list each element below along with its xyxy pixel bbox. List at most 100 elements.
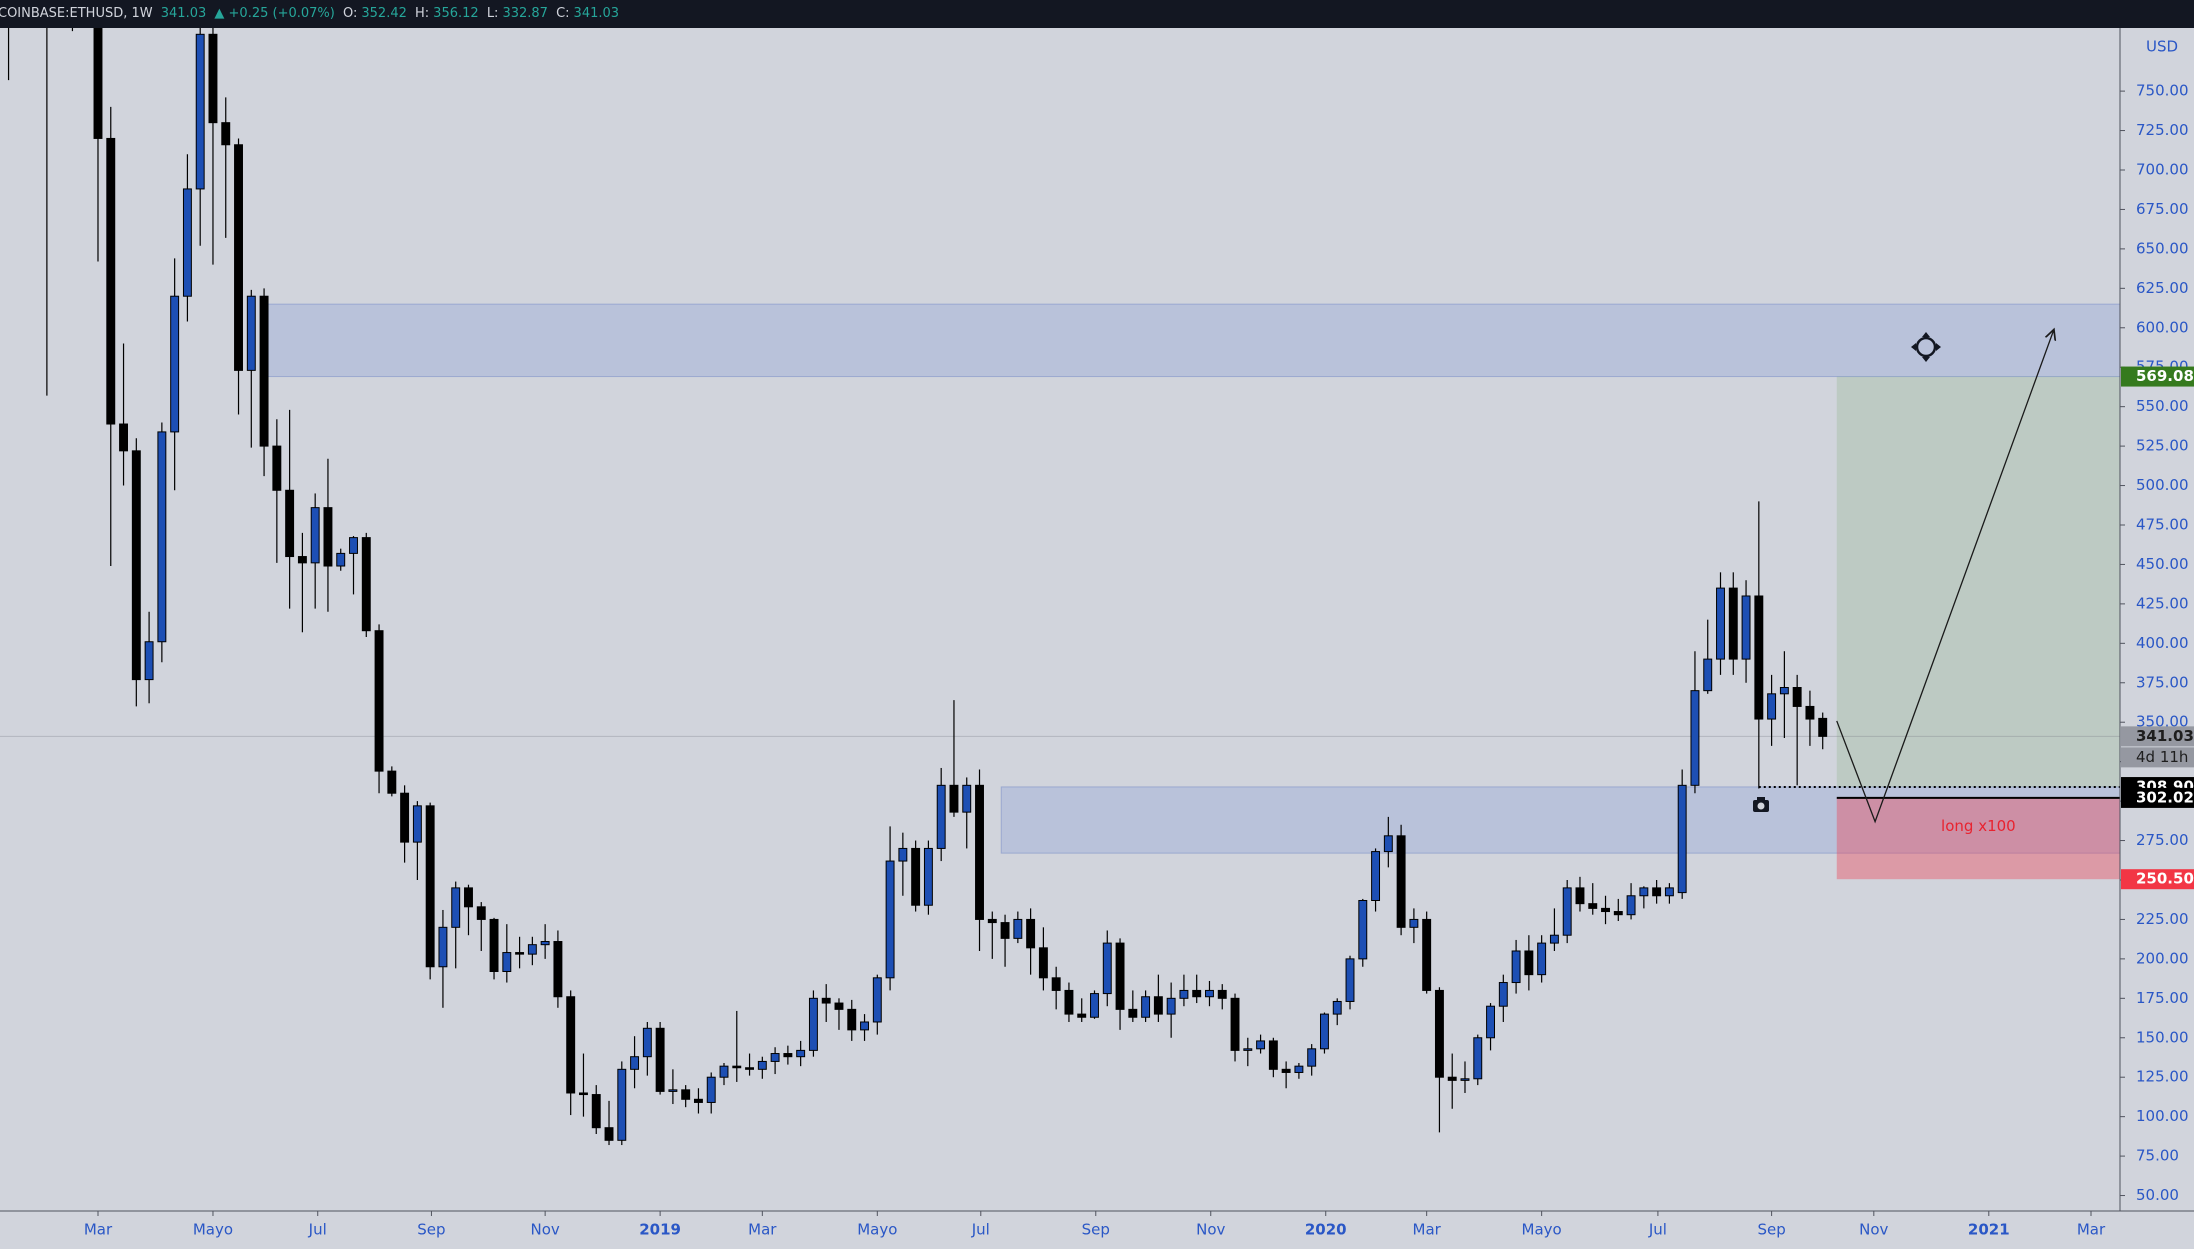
candle-body: [1498, 982, 1508, 1007]
candle-body: [719, 1065, 729, 1078]
candle-body: [1664, 887, 1674, 897]
candle-body: [1396, 835, 1406, 928]
candle-body: [502, 952, 512, 972]
candle-body: [451, 887, 461, 928]
candle-body: [540, 941, 550, 946]
x-tick-label: Mayo: [193, 1221, 233, 1239]
candle-body: [1703, 658, 1713, 692]
candle-body: [1601, 907, 1610, 913]
candle-body: [1371, 851, 1381, 901]
x-tick-label: 2020: [1305, 1221, 1347, 1239]
candle-body: [489, 918, 499, 972]
candle-body: [221, 122, 231, 146]
candle-body: [1690, 690, 1700, 786]
candle-body: [1716, 587, 1725, 660]
x-tick-label: Jul: [308, 1221, 327, 1239]
candle-body: [1205, 989, 1214, 998]
zone: [264, 303, 2120, 378]
candle-body: [1090, 993, 1099, 1018]
candle-body: [131, 450, 141, 681]
candle-body: [106, 137, 116, 425]
candle-body: [144, 641, 154, 681]
y-tick-label: 725.00: [2136, 121, 2189, 139]
candle-body: [1026, 918, 1036, 949]
candle-body: [1038, 947, 1048, 979]
candle-body: [1179, 989, 1189, 999]
candle-body: [591, 1094, 601, 1129]
candle-body: [1409, 918, 1419, 928]
candle-body: [681, 1089, 691, 1100]
y-tick-label: 500.00: [2136, 476, 2189, 494]
y-tick-label: 375.00: [2136, 673, 2189, 691]
entry-low-label: 302.02: [2136, 788, 2194, 806]
countdown-label: 4d 11h: [2136, 748, 2188, 766]
candle-body: [1281, 1068, 1291, 1073]
close-label: C:: [556, 6, 570, 21]
stop-label: 250.50: [2136, 870, 2194, 888]
candle-body: [1102, 942, 1112, 995]
low-value: 332.87: [502, 6, 548, 21]
candle-body: [987, 918, 997, 924]
price-change: ▲ +0.25 (+0.07%): [214, 6, 335, 21]
x-tick-label: Sep: [417, 1221, 445, 1239]
y-tick-label: 225.00: [2136, 910, 2189, 928]
x-tick-label: Mar: [84, 1221, 113, 1239]
candle-body: [208, 33, 218, 124]
candle-body: [515, 952, 525, 955]
candle-body: [732, 1065, 742, 1069]
candle-body: [361, 537, 371, 632]
high-label: H:: [415, 6, 430, 21]
candle-body: [464, 887, 473, 908]
candle-body: [1537, 942, 1547, 976]
x-tick-label: Mayo: [1522, 1221, 1562, 1239]
candle-body: [1639, 887, 1649, 897]
candle-body: [1128, 1008, 1138, 1018]
candle-body: [234, 144, 243, 371]
candle-body: [1422, 918, 1432, 991]
crosshair-icon: [1911, 332, 1941, 362]
candle-body: [1728, 587, 1738, 660]
candle-body: [821, 997, 831, 1004]
candle-body: [1460, 1078, 1470, 1081]
background: [0, 28, 2194, 1249]
candle-body: [1626, 895, 1636, 916]
candle-body: [476, 906, 486, 920]
candle-body: [1792, 687, 1802, 707]
low-label: L:: [486, 6, 499, 21]
candle-body: [1588, 903, 1598, 909]
y-tick-label: 100.00: [2136, 1107, 2189, 1125]
candle-body: [1613, 911, 1623, 916]
candle-body: [923, 847, 933, 906]
x-tick-label: Nov: [1859, 1221, 1888, 1239]
candle-body: [297, 556, 307, 564]
axis-layer: 50.00 75.00 100.00 125.00 150.00 175.00 200.00…: [84, 38, 2194, 1239]
y-tick-label: 650.00: [2136, 239, 2189, 257]
candle-body: [745, 1067, 755, 1070]
y-tick-label: 675.00: [2136, 200, 2189, 218]
y-tick-label: 600.00: [2136, 318, 2189, 336]
x-tick-label: Jul: [971, 1221, 990, 1239]
candle-body: [1524, 950, 1534, 976]
camera-icon: [1753, 797, 1769, 812]
candle-body: [949, 784, 959, 813]
candle-body: [527, 944, 537, 955]
candle-body: [783, 1053, 793, 1058]
countdown-bg: [2121, 747, 2194, 768]
candle-body: [387, 770, 397, 794]
candle-body: [1562, 887, 1572, 936]
candle-body: [1345, 958, 1355, 1002]
last-price-label: 341.03: [2136, 727, 2194, 745]
candle-body: [310, 507, 320, 564]
candle-body: [630, 1056, 640, 1070]
y-tick-label: 50.00: [2136, 1186, 2179, 1204]
x-tick-label: 2019: [639, 1221, 681, 1239]
y-tick-label: 75.00: [2136, 1147, 2179, 1165]
candle-body: [1447, 1076, 1457, 1081]
arrow: [1836, 329, 2054, 824]
candle-body: [1166, 997, 1176, 1015]
candle-body: [1294, 1065, 1304, 1073]
entry-low-label-bg: [2121, 787, 2194, 808]
candle-body: [885, 860, 895, 979]
currency-label: USD: [2146, 38, 2178, 56]
